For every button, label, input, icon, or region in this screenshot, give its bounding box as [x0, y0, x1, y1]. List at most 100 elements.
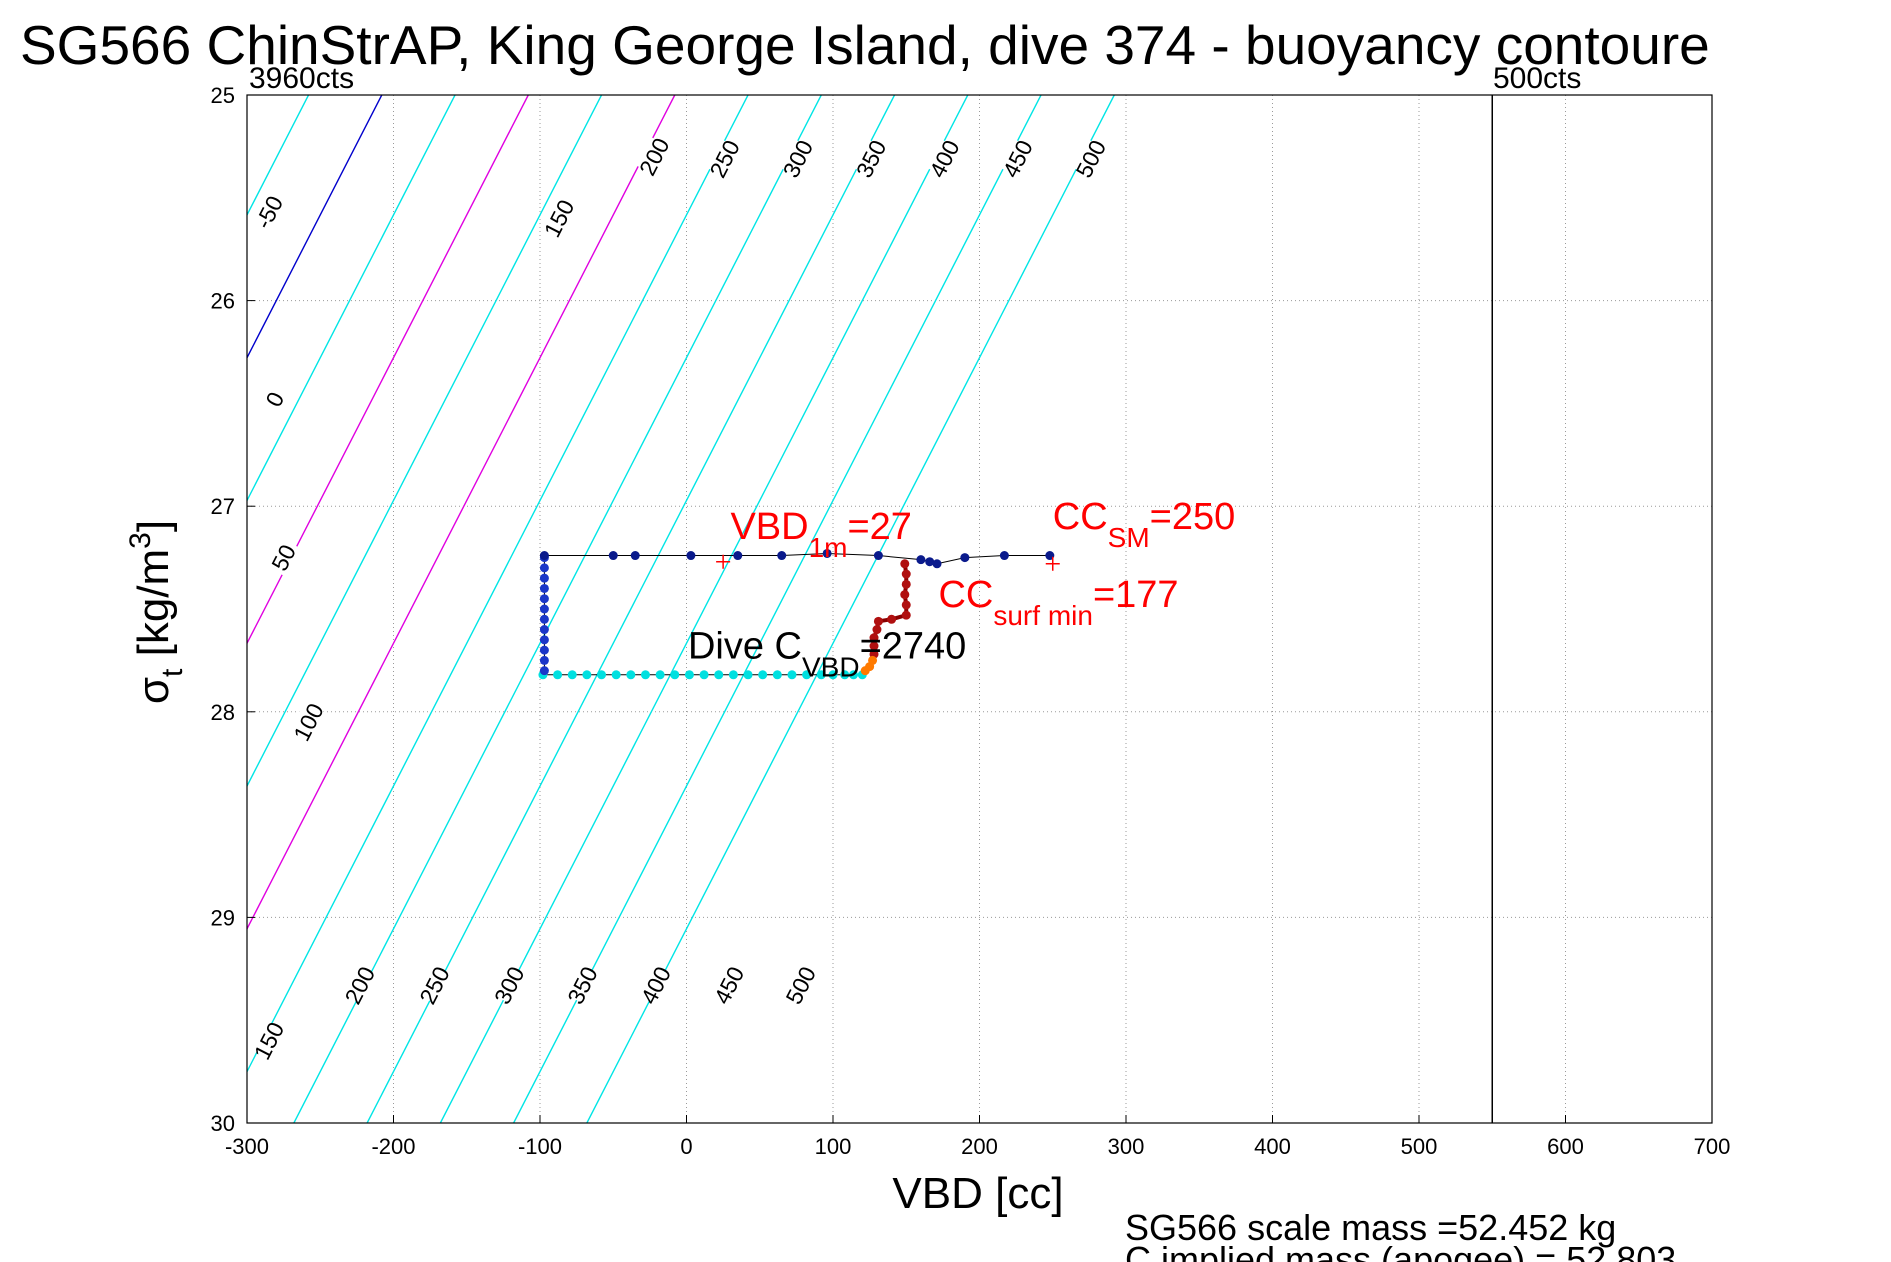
contour-label-mask	[289, 701, 328, 743]
data-point	[539, 614, 549, 624]
data-point	[539, 551, 549, 561]
x-tick-label: -100	[518, 1134, 562, 1159]
footer-line-1: SG566 scale mass =52.452 kg	[1125, 1207, 1616, 1248]
contour-line	[247, 95, 676, 931]
data-point	[640, 670, 650, 680]
data-point	[802, 670, 812, 680]
annotation-vbd-1m: VBD1m=27	[730, 506, 912, 563]
data-point	[849, 670, 859, 680]
data-point	[539, 655, 549, 665]
data-point	[670, 670, 680, 680]
contour-label-mask	[264, 537, 303, 578]
y-axis-unit-close: ]	[129, 520, 178, 532]
data-point	[925, 557, 935, 567]
y-axis-ticks: 25 26 27 28 29 30	[211, 83, 255, 1136]
contour-label-mask	[340, 965, 379, 1006]
x-tick-label: 400	[1254, 1134, 1291, 1159]
annotation-value: =2740	[860, 625, 967, 667]
contour-line	[247, 95, 529, 645]
y-tick-label: 28	[211, 700, 235, 725]
y-tick-label: 29	[211, 905, 235, 930]
data-point	[733, 551, 743, 561]
data-point	[872, 625, 882, 635]
data-point	[901, 579, 911, 589]
data-point	[539, 666, 549, 676]
y-axis-subscript: t	[156, 668, 189, 677]
data-point	[816, 670, 826, 680]
x-tick-label: 600	[1547, 1134, 1584, 1159]
data-point	[699, 670, 709, 680]
data-point	[900, 590, 910, 600]
data-point	[597, 670, 607, 680]
y-axis-symbol: σ	[129, 677, 178, 704]
annotation-subscript: VBD	[802, 651, 860, 682]
annotation-value: =177	[1093, 574, 1179, 616]
data-point	[900, 559, 910, 569]
data-point	[999, 551, 1009, 561]
contour-label-mask	[563, 965, 602, 1006]
x-tick-label: 200	[961, 1134, 998, 1159]
contour-label-mask	[490, 965, 529, 1006]
annotation-subscript: 1m	[809, 532, 848, 563]
data-point	[630, 551, 640, 561]
data-point	[567, 670, 577, 680]
data-point	[539, 563, 549, 573]
data-point	[887, 614, 897, 624]
x-tick-label: 700	[1694, 1134, 1731, 1159]
data-point	[758, 670, 768, 680]
annotation-dive-cvbd: Dive CVBD=2740	[688, 625, 966, 682]
data-point	[960, 553, 970, 563]
data-point	[553, 670, 563, 680]
data-point	[539, 604, 549, 614]
data-point	[932, 559, 942, 569]
data-point	[686, 551, 696, 561]
grid-lines	[247, 95, 1712, 1123]
annotation-value: =27	[847, 506, 911, 548]
annotation-main: VBD	[730, 506, 808, 548]
x-tick-label: -300	[225, 1134, 269, 1159]
data-point	[608, 551, 618, 561]
data-point	[626, 670, 636, 680]
data-point	[869, 641, 879, 651]
x-tick-label: 300	[1108, 1134, 1145, 1159]
contour-label-mask	[705, 138, 744, 179]
annotation-value: =250	[1150, 496, 1236, 538]
data-point	[539, 635, 549, 645]
data-point	[873, 616, 883, 626]
y-axis-label: σt [kg/m3]	[124, 520, 189, 704]
data-point	[901, 569, 911, 579]
footer-line-2: C implied mass (apogee) = 52.803	[1125, 1239, 1676, 1262]
data-point	[539, 594, 549, 604]
annotation-main: CC	[938, 574, 993, 616]
y-axis-unit: [kg/m	[129, 549, 178, 669]
data-point	[840, 670, 850, 680]
annotation-main: Dive C	[688, 625, 802, 667]
contour-label-mask	[636, 965, 675, 1006]
x-tick-label: 500	[1401, 1134, 1438, 1159]
x-axis-label: VBD [cc]	[892, 1169, 1063, 1218]
annotation-subscript: SM	[1108, 522, 1150, 553]
data-point	[901, 600, 911, 610]
contour-line	[247, 95, 383, 360]
x-axis-ticks: -300 -200 -100 0 100 200 300 400 500 600 700	[225, 1115, 1730, 1159]
contour-line	[247, 95, 749, 1074]
data-point	[743, 670, 753, 680]
x-tick-label: 100	[815, 1134, 852, 1159]
data-point	[539, 625, 549, 635]
contour-label-mask	[852, 138, 890, 179]
data-point	[728, 670, 738, 680]
contour-label-mask	[635, 136, 674, 177]
data-point	[869, 633, 879, 643]
contour-label-mask	[998, 138, 1037, 179]
contour-label-mask	[1071, 138, 1110, 179]
contour-label-mask	[255, 379, 294, 420]
contour-line	[247, 95, 456, 503]
contour-label-mask	[415, 965, 454, 1006]
contour-line	[513, 95, 1042, 1123]
contour-label-mask	[250, 1020, 288, 1061]
contour-line	[293, 95, 822, 1123]
annotation-main: CC	[1053, 496, 1108, 538]
data-point	[714, 670, 724, 680]
